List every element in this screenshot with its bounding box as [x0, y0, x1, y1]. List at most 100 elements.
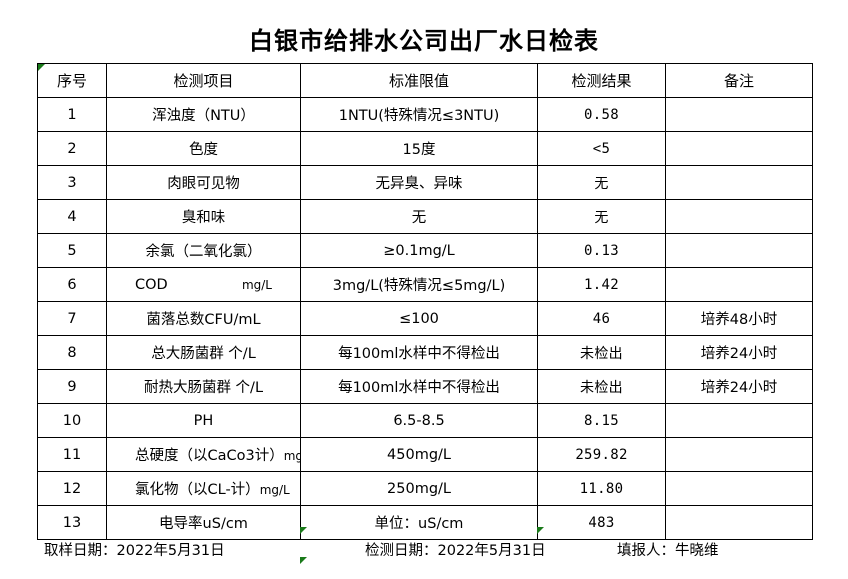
table-row: 10 PH 6.5-8.5 8.15	[37, 403, 813, 438]
cell-standard[interactable]: 无异臭、异味	[300, 165, 538, 200]
cell-note[interactable]	[665, 199, 813, 234]
cell-standard[interactable]: 450mg/L	[300, 437, 538, 472]
cell-no[interactable]: 12	[37, 471, 107, 506]
cell-note[interactable]: 培养24小时	[665, 335, 813, 370]
cell-no[interactable]: 9	[37, 369, 107, 404]
cell-item[interactable]: 氯化物（以CL-计） mg/L	[106, 471, 301, 506]
cell-no[interactable]: 5	[37, 233, 107, 268]
cell-item[interactable]: 浑浊度（NTU）	[106, 97, 301, 132]
cell-standard[interactable]: ≥0.1mg/L	[300, 233, 538, 268]
daily-inspection-table: 序号 检测项目 标准限值 检测结果 备注 1 浑浊度（NTU） 1NTU(特殊情况≤…	[37, 63, 813, 540]
cell-no[interactable]: 6	[37, 267, 107, 302]
cell-result-text: 未检出	[580, 379, 623, 396]
cell-note[interactable]	[665, 471, 813, 506]
cell-standard[interactable]: 1NTU(特殊情况≤3NTU)	[300, 97, 538, 132]
cell-item[interactable]: 余氯（二氧化氯）	[106, 233, 301, 268]
test-date-label: 检测日期：2022年5月31日	[365, 543, 546, 559]
cell-note-text: 培养24小时	[700, 380, 778, 396]
cell-standard[interactable]: 每100ml水样中不得检出	[300, 369, 538, 404]
cell-no[interactable]: 13	[37, 505, 107, 540]
cell-item-text: 菌落总数CFU/mL	[146, 312, 261, 328]
cell-item[interactable]: COD mg/L	[106, 267, 301, 302]
cell-item[interactable]: 肉眼可见物	[106, 165, 301, 200]
table-row: 5 余氯（二氧化氯） ≥0.1mg/L 0.13	[37, 233, 813, 268]
cell-result[interactable]: 无	[537, 165, 666, 200]
cell-result[interactable]: 无	[537, 199, 666, 234]
cell-standard-text: 3mg/L(特殊情况≤5mg/L)	[332, 278, 506, 294]
cell-note[interactable]: 培养48小时	[665, 301, 813, 336]
column-header-result[interactable]: 检测结果	[537, 63, 666, 98]
cell-no-text: 2	[67, 140, 77, 157]
cell-no[interactable]: 3	[37, 165, 107, 200]
cell-result[interactable]: 259.82	[537, 437, 666, 472]
cell-no-text: 4	[67, 208, 77, 225]
cell-no-text: 11	[62, 446, 82, 463]
cell-standard-text: 每100ml水样中不得检出	[338, 346, 500, 362]
table-row: 7 菌落总数CFU/mL ≤100 46 培养48小时	[37, 301, 813, 336]
cell-item[interactable]: 臭和味	[106, 199, 301, 234]
cell-result[interactable]: 46	[537, 301, 666, 336]
cell-no[interactable]: 2	[37, 131, 107, 166]
cell-note[interactable]	[665, 505, 813, 540]
cell-item-group: 氯化物（以CL-计） mg/L	[109, 478, 298, 499]
cell-standard[interactable]: 每100ml水样中不得检出	[300, 335, 538, 370]
cell-note[interactable]	[665, 267, 813, 302]
comment-indicator-icon	[300, 527, 307, 534]
cell-item[interactable]: 菌落总数CFU/mL	[106, 301, 301, 336]
cell-standard[interactable]: 3mg/L(特殊情况≤5mg/L)	[300, 267, 538, 302]
cell-no[interactable]: 1	[37, 97, 107, 132]
cell-no[interactable]: 4	[37, 199, 107, 234]
cell-result[interactable]: 1.42	[537, 267, 666, 302]
cell-note[interactable]	[665, 165, 813, 200]
cell-standard[interactable]: 6.5-8.5	[300, 403, 538, 438]
table-row: 12 氯化物（以CL-计） mg/L 250mg/L 11.80	[37, 471, 813, 506]
cell-no[interactable]: 7	[37, 301, 107, 336]
cell-result-text: 未检出	[580, 345, 623, 362]
cell-note[interactable]	[665, 437, 813, 472]
cell-result[interactable]: 未检出	[537, 335, 666, 370]
cell-item[interactable]: 色度	[106, 131, 301, 166]
cell-no[interactable]: 11	[37, 437, 107, 472]
cell-result[interactable]: <5	[537, 131, 666, 166]
cell-standard-text: 450mg/L	[387, 446, 451, 463]
cell-note-text: 培养24小时	[700, 346, 778, 362]
cell-item[interactable]: 总大肠菌群 个/L	[106, 335, 301, 370]
cell-result[interactable]: 8.15	[537, 403, 666, 438]
cell-no[interactable]: 10	[37, 403, 107, 438]
cell-result-text: <5	[592, 140, 611, 157]
cell-note[interactable]	[665, 131, 813, 166]
cell-item[interactable]: 总硬度（以CaCo3计）mg/L	[106, 437, 301, 472]
cell-result[interactable]: 0.58	[537, 97, 666, 132]
cell-standard-text: ≥0.1mg/L	[383, 242, 455, 259]
cell-standard[interactable]: 无	[300, 199, 538, 234]
cell-note[interactable]	[665, 403, 813, 438]
column-header-standard[interactable]: 标准限值	[300, 63, 538, 98]
cell-result[interactable]: 未检出	[537, 369, 666, 404]
sample-date-label: 取样日期：2022年5月31日	[44, 543, 225, 559]
cell-result[interactable]: 0.13	[537, 233, 666, 268]
cell-result[interactable]: 483	[537, 505, 666, 540]
cell-no-text: 6	[67, 276, 77, 293]
cell-item-text: 耐热大肠菌群 个/L	[143, 380, 264, 396]
footer-info: 取样日期：2022年5月31日 检测日期：2022年5月31日 填报人：牛晓维	[37, 535, 827, 565]
cell-standard[interactable]: 250mg/L	[300, 471, 538, 506]
column-header-item[interactable]: 检测项目	[106, 63, 301, 98]
cell-standard[interactable]: ≤100	[300, 301, 538, 336]
cell-result[interactable]: 11.80	[537, 471, 666, 506]
cell-item[interactable]: PH	[106, 403, 301, 438]
cell-standard[interactable]: 15度	[300, 131, 538, 166]
column-header-note[interactable]: 备注	[665, 63, 813, 98]
cell-result-text: 8.15	[584, 412, 619, 429]
comment-indicator-icon	[38, 64, 45, 71]
cell-note[interactable]	[665, 233, 813, 268]
cell-note[interactable]: 培养24小时	[665, 369, 813, 404]
daily-inspection-table-wrapper: 序号 检测项目 标准限值 检测结果 备注 1 浑浊度（NTU） 1NTU(特殊情况≤…	[37, 63, 813, 540]
cell-item[interactable]: 耐热大肠菌群 个/L	[106, 369, 301, 404]
cell-item[interactable]: 电导率uS/cm	[106, 505, 301, 540]
cell-item-text: 浑浊度（NTU）	[152, 108, 255, 124]
cell-note[interactable]	[665, 97, 813, 132]
cell-no[interactable]: 8	[37, 335, 107, 370]
column-header-no[interactable]: 序号	[37, 63, 107, 98]
cell-no-text: 3	[67, 174, 77, 191]
